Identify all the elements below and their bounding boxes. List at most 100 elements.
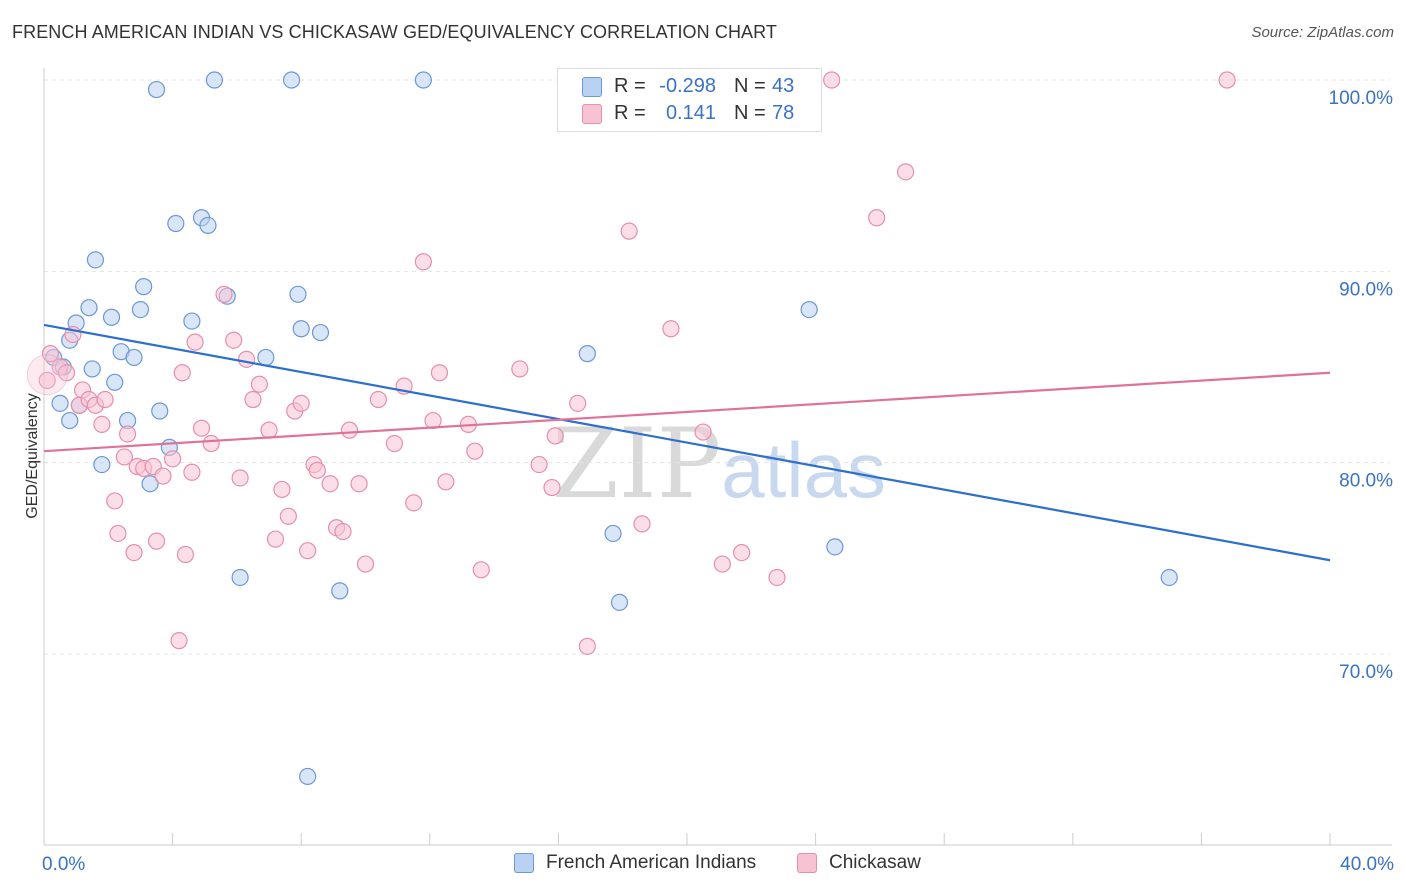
point-french-american-indians: [800, 301, 818, 319]
point-french-american-indians: [80, 299, 98, 317]
point-chickasaw: [176, 545, 195, 564]
point-chickasaw: [546, 427, 564, 445]
point-chickasaw: [578, 637, 596, 655]
point-french-american-indians: [93, 455, 111, 474]
trend-line-chickasaw: [43, 371, 1331, 453]
point-chickasaw: [633, 515, 651, 533]
trend-line-french-american-indians: [43, 323, 1331, 562]
point-french-american-indians: [183, 312, 201, 330]
data-points: [26, 71, 1236, 786]
point-chickasaw: [662, 320, 680, 338]
point-chickasaw: [437, 473, 455, 491]
point-chickasaw: [321, 475, 339, 493]
point-chickasaw: [164, 450, 182, 468]
point-chickasaw: [385, 434, 404, 453]
y-axis-title: GED/Equivalency: [24, 393, 41, 518]
point-french-american-indians: [106, 373, 124, 391]
point-chickasaw: [109, 524, 127, 543]
watermark: ZIPatlas: [552, 408, 886, 520]
point-french-american-indians: [826, 538, 844, 556]
point-chickasaw: [106, 492, 124, 510]
point-chickasaw: [823, 71, 841, 89]
point-french-american-indians: [147, 80, 166, 99]
point-french-american-indians: [282, 71, 301, 89]
x-tick-label: 40.0%: [1340, 854, 1394, 875]
axis-labels: 100.0% 90.0% 80.0% 70.0% 0.0% 40.0% GED/Equiva…: [24, 88, 1394, 875]
point-chickasaw: [26, 354, 68, 396]
point-chickasaw: [694, 423, 712, 441]
point-french-american-indians: [257, 348, 275, 367]
point-chickasaw: [41, 345, 60, 363]
legend-r-value: 0.141: [665, 102, 716, 124]
point-chickasaw: [292, 394, 310, 412]
point-french-american-indians: [151, 402, 169, 420]
point-chickasaw: [266, 530, 285, 548]
legend-swatch-pink: [582, 104, 602, 124]
point-french-american-indians: [51, 394, 69, 412]
y-tick-label: 90.0%: [1339, 279, 1393, 300]
legend-r-label: R =: [614, 102, 646, 124]
chart-title: FRENCH AMERICAN INDIAN VS CHICKASAW GED/…: [12, 22, 778, 42]
y-tick-label: 80.0%: [1339, 471, 1393, 492]
watermark-atlas: atlas: [721, 426, 886, 514]
trend-lines: [43, 323, 1331, 562]
y-tick-label: 100.0%: [1329, 88, 1394, 109]
point-french-american-indians: [231, 568, 249, 587]
point-french-american-indians: [102, 308, 121, 326]
point-french-american-indians: [311, 323, 330, 342]
legend-n-label: N =: [734, 102, 766, 124]
point-chickasaw: [334, 522, 352, 541]
point-chickasaw: [511, 360, 529, 378]
point-chickasaw: [713, 555, 731, 573]
point-chickasaw: [733, 543, 751, 562]
point-chickasaw: [405, 494, 423, 512]
point-chickasaw: [57, 364, 76, 382]
bottom-legend-swatch-pink: [797, 853, 817, 873]
bottom-legend-swatch-blue: [514, 853, 534, 873]
point-chickasaw: [115, 448, 133, 466]
point-french-american-indians: [135, 278, 153, 296]
point-french-american-indians: [1160, 568, 1178, 587]
point-chickasaw: [1218, 71, 1236, 89]
point-chickasaw: [569, 394, 587, 412]
point-chickasaw: [308, 461, 326, 479]
point-chickasaw: [170, 632, 188, 650]
point-chickasaw: [260, 421, 278, 439]
point-french-american-indians: [610, 593, 629, 611]
point-french-american-indians: [141, 475, 159, 493]
point-chickasaw: [231, 469, 249, 487]
point-chickasaw: [299, 542, 317, 560]
point-chickasaw: [897, 163, 915, 181]
point-chickasaw: [868, 209, 886, 227]
point-chickasaw: [173, 364, 191, 382]
bottom-legend-label: Chickasaw: [829, 852, 921, 873]
point-chickasaw: [768, 568, 786, 587]
point-chickasaw: [93, 415, 111, 433]
point-chickasaw: [369, 390, 387, 409]
point-french-american-indians: [86, 251, 105, 269]
bottom-legend-label: French American Indians: [546, 852, 757, 873]
point-french-american-indians: [61, 411, 79, 430]
point-french-american-indians: [292, 320, 310, 338]
legend-n-value: 43: [772, 75, 795, 97]
point-chickasaw: [350, 475, 368, 493]
point-chickasaw: [202, 434, 220, 453]
point-chickasaw: [192, 419, 211, 437]
point-chickasaw: [237, 350, 256, 368]
point-french-american-indians: [289, 285, 307, 303]
legend-r-value: -0.298: [659, 75, 716, 97]
point-chickasaw: [125, 543, 143, 562]
point-chickasaw: [424, 411, 442, 430]
point-french-american-indians: [125, 348, 143, 367]
point-chickasaw: [340, 421, 359, 439]
point-chickasaw: [279, 507, 297, 525]
point-chickasaw: [530, 455, 548, 474]
point-french-american-indians: [414, 71, 432, 89]
point-chickasaw: [250, 375, 269, 393]
stats-legend: R = -0.298 N = 43 R = 0.141 N = 78: [557, 68, 822, 132]
point-french-american-indians: [604, 524, 622, 543]
point-chickasaw: [273, 480, 291, 499]
point-chickasaw: [225, 331, 243, 349]
point-chickasaw: [244, 390, 262, 409]
